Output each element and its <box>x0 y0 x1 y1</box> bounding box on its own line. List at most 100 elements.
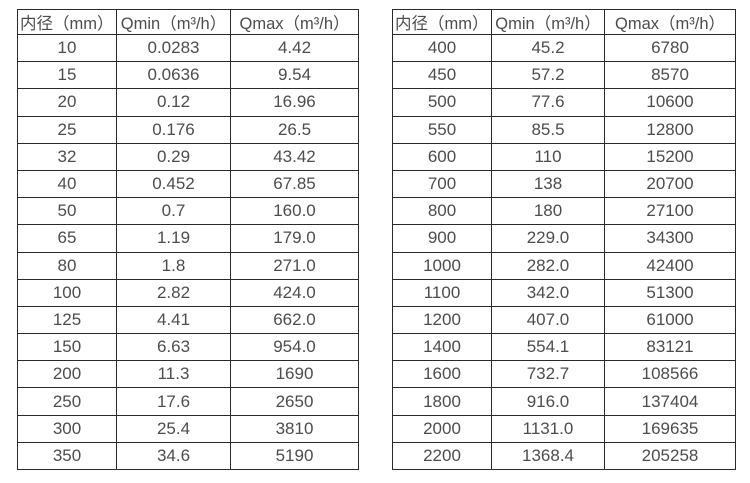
header-row: 内径（mm） Qmin（m³/h） Qmax（m³/h） <box>17 9 359 35</box>
qmin-cell: 342.0 <box>491 278 605 307</box>
diameter-cell: 15 <box>17 61 117 90</box>
qmax-cell: 20700 <box>604 169 736 199</box>
qmax-cell: 26.5 <box>230 115 359 144</box>
qmin-cell: 0.29 <box>116 142 231 171</box>
table-row: 150 6.63 954.0 <box>17 333 359 362</box>
table-row: 800 180 27100 <box>392 197 736 226</box>
qmin-cell: 1.8 <box>116 251 231 280</box>
diameter-cell: 80 <box>17 251 117 280</box>
qmax-cell: 2650 <box>230 387 359 416</box>
diameter-cell: 100 <box>17 278 117 307</box>
diameter-cell: 200 <box>17 360 117 389</box>
qmax-cell: 271.0 <box>230 251 359 280</box>
qmin-cell: 34.6 <box>116 441 231 471</box>
qmax-cell: 3810 <box>230 414 359 443</box>
table-row: 250 17.6 2650 <box>17 387 359 416</box>
diameter-cell: 300 <box>17 414 117 443</box>
qmin-cell: 110 <box>491 142 605 171</box>
qmin-cell: 0.7 <box>116 197 231 226</box>
qmin-cell: 85.5 <box>491 115 605 144</box>
qmax-cell: 4.42 <box>230 33 359 63</box>
diameter-cell: 40 <box>17 169 117 199</box>
qmax-cell: 16.96 <box>230 88 359 117</box>
qmin-cell: 6.63 <box>116 333 231 362</box>
table-row: 500 77.6 10600 <box>392 88 736 117</box>
table-row: 100 2.82 424.0 <box>17 278 359 307</box>
qmax-cell: 137404 <box>604 387 736 416</box>
table-row: 125 4.41 662.0 <box>17 305 359 335</box>
diameter-cell: 25 <box>17 115 117 144</box>
table-row: 2000 1131.0 169635 <box>392 414 736 443</box>
diameter-cell: 20 <box>17 88 117 117</box>
qmin-cell: 916.0 <box>491 387 605 416</box>
diameter-cell: 700 <box>392 169 492 199</box>
diameter-cell: 10 <box>17 33 117 63</box>
column-header: Qmin（m³/h） <box>491 9 605 35</box>
qmax-cell: 8570 <box>604 61 736 90</box>
qmin-cell: 0.0636 <box>116 61 231 90</box>
column-header: 内径（mm） <box>17 9 117 35</box>
column-header: Qmax（m³/h） <box>604 9 736 35</box>
qmax-cell: 169635 <box>604 414 736 443</box>
qmax-cell: 15200 <box>604 142 736 171</box>
table-row: 1200 407.0 61000 <box>392 305 736 335</box>
table-row: 400 45.2 6780 <box>392 33 736 63</box>
diameter-cell: 500 <box>392 88 492 117</box>
table-row: 1800 916.0 137404 <box>392 387 736 416</box>
qmax-cell: 205258 <box>604 441 736 471</box>
qmin-cell: 1.19 <box>116 224 231 253</box>
qmax-cell: 424.0 <box>230 278 359 307</box>
diameter-cell: 50 <box>17 197 117 226</box>
table-row: 32 0.29 43.42 <box>17 142 359 171</box>
diameter-cell: 800 <box>392 197 492 226</box>
table-row: 700 138 20700 <box>392 169 736 199</box>
diameter-cell: 1400 <box>392 333 492 362</box>
table-row: 40 0.452 67.85 <box>17 169 359 199</box>
qmax-cell: 34300 <box>604 224 736 253</box>
spec-table-left: 内径（mm） Qmin（m³/h） Qmax（m³/h） 10 0.0283 4.42 1… <box>17 9 359 471</box>
qmin-cell: 732.7 <box>491 360 605 389</box>
qmin-cell: 0.0283 <box>116 33 231 63</box>
qmin-cell: 180 <box>491 197 605 226</box>
table-row: 1000 282.0 42400 <box>392 251 736 280</box>
table-row: 900 229.0 34300 <box>392 224 736 253</box>
qmax-cell: 9.54 <box>230 61 359 90</box>
table-row: 10 0.0283 4.42 <box>17 33 359 63</box>
table-row: 80 1.8 271.0 <box>17 251 359 280</box>
qmin-cell: 229.0 <box>491 224 605 253</box>
qmax-cell: 954.0 <box>230 333 359 362</box>
diameter-cell: 1200 <box>392 305 492 335</box>
qmin-cell: 25.4 <box>116 414 231 443</box>
table-row: 450 57.2 8570 <box>392 61 736 90</box>
qmax-cell: 61000 <box>604 305 736 335</box>
diameter-cell: 1800 <box>392 387 492 416</box>
diameter-cell: 1000 <box>392 251 492 280</box>
table-row: 20 0.12 16.96 <box>17 88 359 117</box>
table-row: 65 1.19 179.0 <box>17 224 359 253</box>
qmax-cell: 5190 <box>230 441 359 471</box>
table-row: 200 11.3 1690 <box>17 360 359 389</box>
qmin-cell: 2.82 <box>116 278 231 307</box>
table-row: 25 0.176 26.5 <box>17 115 359 144</box>
diameter-cell: 1600 <box>392 360 492 389</box>
qmax-cell: 662.0 <box>230 305 359 335</box>
table-row: 1100 342.0 51300 <box>392 278 736 307</box>
qmin-cell: 4.41 <box>116 305 231 335</box>
table-row: 300 25.4 3810 <box>17 414 359 443</box>
diameter-cell: 600 <box>392 142 492 171</box>
qmax-cell: 160.0 <box>230 197 359 226</box>
diameter-cell: 550 <box>392 115 492 144</box>
qmax-cell: 179.0 <box>230 224 359 253</box>
diameter-cell: 125 <box>17 305 117 335</box>
qmax-cell: 51300 <box>604 278 736 307</box>
qmin-cell: 0.452 <box>116 169 231 199</box>
qmin-cell: 77.6 <box>491 88 605 117</box>
table-row: 15 0.0636 9.54 <box>17 61 359 90</box>
qmin-cell: 0.12 <box>116 88 231 117</box>
diameter-cell: 32 <box>17 142 117 171</box>
diameter-cell: 1100 <box>392 278 492 307</box>
qmin-cell: 138 <box>491 169 605 199</box>
diameter-cell: 2000 <box>392 414 492 443</box>
qmin-cell: 407.0 <box>491 305 605 335</box>
